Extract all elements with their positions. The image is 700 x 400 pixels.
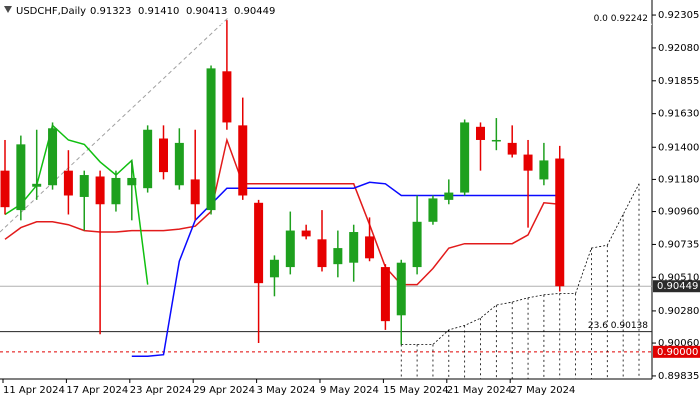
indicator-line: [4, 124, 149, 285]
y-tick-label: 0.91855: [658, 76, 699, 87]
candle-body: [174, 142, 184, 186]
candle-body: [63, 170, 73, 196]
candle-body: [396, 262, 406, 316]
candle-body: [523, 154, 533, 171]
candle-body: [159, 138, 168, 173]
indicator-line: [131, 181, 560, 357]
candle-body: [0, 170, 10, 208]
x-tick-label: 11 Apr 2024: [3, 385, 65, 396]
candle-body: [238, 125, 248, 196]
candle-body: [365, 236, 375, 259]
y-tick-label: 0.92080: [658, 43, 699, 54]
candle-body: [333, 248, 343, 265]
candle-body: [476, 126, 485, 140]
y-tick-label: 0.90510: [658, 272, 699, 283]
y-tick-label: 0.91630: [658, 109, 699, 120]
symbol-icon: [4, 6, 12, 13]
candle-body: [412, 221, 422, 268]
level-label: 23.6 0.90138: [588, 321, 648, 331]
y-tick-label: 0.90060: [658, 338, 699, 349]
x-tick-label: 27 May 2024: [510, 385, 575, 396]
ohlc-label: 0.90413: [186, 6, 227, 17]
x-tick-label: 21 May 2024: [447, 385, 512, 396]
candle-body: [380, 267, 390, 322]
candle-body: [317, 239, 327, 268]
candle-body: [48, 128, 58, 186]
candle-body: [79, 175, 89, 197]
candle-body: [143, 129, 153, 189]
candle-body: [349, 232, 359, 263]
price-tag: [653, 280, 700, 293]
candle-body: [190, 179, 200, 205]
ohlc-label: 0.91323: [90, 6, 131, 17]
candle-body: [111, 177, 121, 205]
candle-body: [539, 160, 549, 180]
y-tick-label: 0.91400: [658, 142, 699, 153]
candle-body: [555, 158, 565, 287]
y-tick-label: 0.90960: [658, 207, 699, 218]
x-tick-label: 3 May 2024: [257, 385, 316, 396]
y-tick-label: 0.92305: [658, 10, 699, 21]
y-tick-label: 0.90280: [658, 306, 699, 317]
candle-body: [127, 177, 137, 186]
candle-body: [301, 230, 311, 237]
candle-body: [222, 71, 232, 123]
candle-body: [95, 176, 105, 205]
y-tick-label: 0.89835: [658, 371, 699, 382]
x-tick-label: 9 May 2024: [320, 385, 379, 396]
x-tick-label: 17 Apr 2024: [66, 385, 128, 396]
candle-body: [269, 259, 279, 278]
y-tick-label: 0.91180: [658, 174, 699, 185]
candle-body: [16, 144, 26, 211]
trend-line: [0, 17, 229, 233]
plot-area: [0, 20, 652, 379]
price-tag-label: 0.90000: [657, 347, 698, 358]
cloud-span-a: [401, 183, 640, 345]
candle-body: [285, 230, 295, 268]
candle-body: [254, 202, 264, 284]
x-tick-label: 23 Apr 2024: [130, 385, 192, 396]
price-tag: [653, 345, 700, 358]
candle-body: [460, 122, 470, 193]
indicator-line: [4, 137, 560, 286]
x-tick-label: 29 Apr 2024: [193, 385, 255, 396]
y-tick-label: 0.90735: [658, 239, 699, 250]
candle-body: [428, 198, 438, 222]
candle-body: [507, 142, 517, 155]
candle-body: [206, 68, 216, 211]
ohlc-label: 0.90449: [234, 6, 275, 17]
candle-body: [491, 139, 501, 142]
x-tick-label: 15 May 2024: [383, 385, 448, 396]
ohlc-label: 0.91410: [138, 6, 179, 17]
candle-body: [444, 192, 454, 200]
level-label: 0.0 0.92242: [594, 14, 648, 24]
chart-title: USDCHF,Daily: [16, 6, 86, 17]
candle-body: [32, 183, 42, 187]
price-tag-label: 0.90449: [657, 281, 698, 292]
